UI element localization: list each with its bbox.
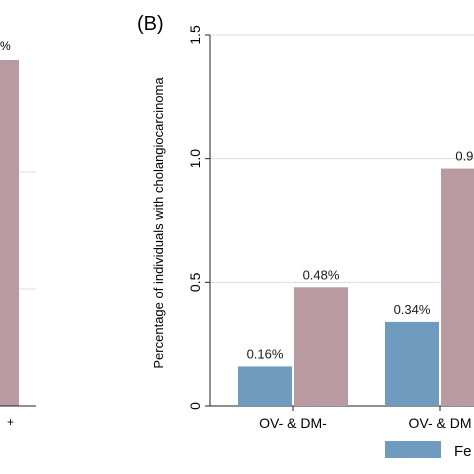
panel-b-bar-series1-1 <box>238 366 292 406</box>
panel-b-y-ticks: 0 0.5 1.0 1.5 <box>187 25 210 410</box>
panel-b-gridlines <box>210 34 474 283</box>
legend: Fe <box>385 441 472 460</box>
panel-b-y-tick-label: 1.0 <box>187 149 203 169</box>
panel-b-x-ticks: OV- & DM- OV- & DM <box>259 406 472 431</box>
panel-b-y-tick-label: 1.5 <box>187 25 203 45</box>
legend-label-female: Fe <box>454 443 472 460</box>
panel-b-bars: 0.16% 0.48% 0.34% 0.96 <box>238 149 474 406</box>
legend-swatch-female <box>385 441 441 458</box>
panel-b-x-tick-label: OV- & DM <box>408 415 471 431</box>
panel-b-y-tick-label: 0.5 <box>187 272 203 292</box>
panel-b-x-tick-label: OV- & DM- <box>259 415 327 431</box>
panel-a-category-label: + <box>7 415 14 429</box>
panel-b-y-tick-label: 0 <box>187 402 203 410</box>
panel-b-y-axis-title: Percentage of individuals with cholangio… <box>151 77 166 369</box>
panel-b-bar-label: 0.48% <box>303 267 340 282</box>
panel-b-bar-label: 0.34% <box>394 302 431 317</box>
panel-b-label: (B) <box>137 13 164 35</box>
panel-a-bar-female <box>0 60 19 406</box>
panel-a: % + <box>0 39 36 429</box>
panel-b-bar-series2-2 <box>441 168 474 406</box>
panel-a-bar-label: % <box>0 39 11 53</box>
panel-b-bar-series1-2 <box>385 321 439 406</box>
panel-b-bar-label: 0.96 <box>455 149 474 164</box>
panel-b: (B) Percentage of individuals with chola… <box>137 13 474 460</box>
panel-b-bar-label: 0.16% <box>247 346 284 361</box>
panel-b-bar-series2-1 <box>294 287 348 406</box>
